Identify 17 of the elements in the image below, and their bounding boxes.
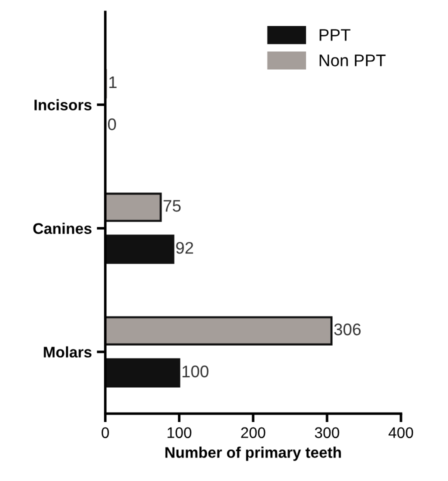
x-axis-title: Number of primary teeth <box>165 446 341 461</box>
y-tick-label: Incisors <box>34 99 92 110</box>
y-tick-label: Molars <box>44 346 92 358</box>
data-label: 1 <box>109 76 117 88</box>
data-label: 100 <box>182 366 208 378</box>
x-tick-label: 300 <box>314 427 340 438</box>
legend-label: Non PPT <box>320 54 386 66</box>
x-tick-label: 400 <box>388 427 414 438</box>
x-tick-label: 200 <box>241 427 266 438</box>
data-label: 92 <box>176 242 194 254</box>
legend-label: PPT <box>320 29 350 41</box>
data-label: 306 <box>334 324 361 336</box>
y-tick-label: Canines <box>33 222 92 234</box>
data-label: 0 <box>108 118 116 130</box>
x-tick-label: 0 <box>102 427 109 438</box>
x-tick-label: 100 <box>168 427 192 438</box>
data-label: 75 <box>164 200 181 212</box>
